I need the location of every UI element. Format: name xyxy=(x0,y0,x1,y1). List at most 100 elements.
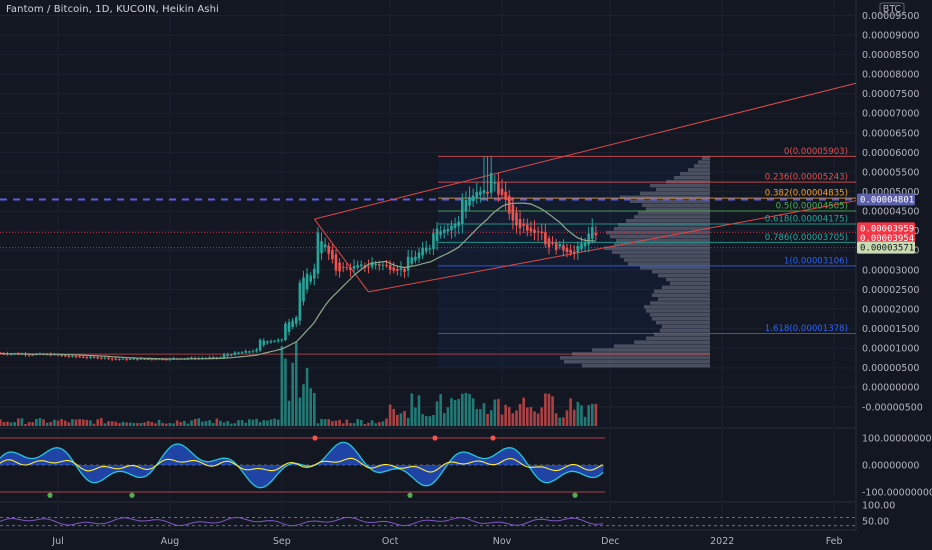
channel-lower xyxy=(368,200,857,293)
candle-body xyxy=(118,359,121,361)
candle-body xyxy=(385,264,388,266)
volume-bar xyxy=(385,418,388,426)
profile-bar xyxy=(610,234,710,239)
volume-bar xyxy=(121,421,125,426)
candle-body xyxy=(136,358,139,360)
osc-dot xyxy=(129,492,135,498)
candle-body xyxy=(493,182,497,184)
volume-bar xyxy=(482,403,486,426)
candle-body xyxy=(587,233,590,245)
candle-body xyxy=(580,243,583,250)
candle-body xyxy=(569,249,572,254)
time-tick-label: Feb xyxy=(826,536,843,547)
volume-bar xyxy=(157,419,161,426)
profile-bar xyxy=(646,207,710,211)
volume-bar xyxy=(276,419,280,426)
candle-body xyxy=(63,355,67,357)
volume-bar xyxy=(551,396,554,426)
candle-body xyxy=(114,358,118,360)
volume-bar xyxy=(569,398,572,426)
candle-body xyxy=(453,224,457,228)
volume-bar xyxy=(24,423,27,426)
candle-body xyxy=(229,354,233,356)
volume-bar xyxy=(305,368,309,426)
volume-bar xyxy=(435,401,439,426)
candle-body xyxy=(562,245,565,251)
volume-bar xyxy=(457,398,461,426)
candle-body xyxy=(74,356,78,358)
volume-bar xyxy=(399,413,403,426)
prev-close-tag xyxy=(857,241,915,254)
time-axis[interactable]: Jul Aug Sep Oct Nov Dec 2022 Feb xyxy=(51,536,842,547)
currency-badge-label: BTC xyxy=(883,4,902,15)
grid xyxy=(0,0,856,530)
price-tick-label: 0.00009000 xyxy=(862,30,919,41)
volume-bar xyxy=(273,418,276,426)
candle-body xyxy=(406,256,410,271)
volume-bar xyxy=(258,421,262,426)
candle-body xyxy=(370,262,374,267)
profile-bar xyxy=(650,313,710,317)
volume-bar xyxy=(515,410,518,426)
candle-body xyxy=(544,232,547,245)
volume-bar xyxy=(219,420,222,426)
candle-body xyxy=(316,232,320,274)
volume-bar xyxy=(554,413,558,426)
prev-close-tag-text: 0.00003571 xyxy=(860,244,914,254)
ma-line xyxy=(0,202,596,360)
volume-bar xyxy=(284,358,287,426)
volume-bar xyxy=(67,422,71,426)
volume-bar xyxy=(540,407,544,426)
volume-bar xyxy=(479,409,482,426)
time-tick-label: 2022 xyxy=(710,536,734,547)
volume-bar xyxy=(439,394,442,426)
candle-body xyxy=(78,356,81,358)
osc-line xyxy=(0,441,604,489)
profile-bar xyxy=(638,211,710,215)
volume-bar xyxy=(38,418,42,426)
candle-body xyxy=(515,212,518,226)
candle-body xyxy=(594,233,598,236)
volume-bar xyxy=(96,419,100,426)
candle-body xyxy=(359,264,363,267)
volume-bar xyxy=(536,413,540,426)
volume-bar xyxy=(125,422,128,426)
profile-bar xyxy=(612,250,710,254)
profile-bar xyxy=(650,301,710,305)
volume-bar xyxy=(204,420,208,426)
profile-bar xyxy=(644,305,710,309)
candle-body xyxy=(338,262,341,272)
candle-body xyxy=(103,357,107,359)
candle-body xyxy=(222,354,226,358)
volume-bar xyxy=(165,423,168,426)
candle-body xyxy=(294,317,298,324)
candle-body xyxy=(392,267,396,271)
volume-bar xyxy=(211,423,215,426)
volume-bar xyxy=(60,419,63,426)
candle-body xyxy=(27,354,31,356)
candle-body xyxy=(146,358,150,360)
time-tick-label: Oct xyxy=(382,536,399,547)
volume-bar xyxy=(128,422,132,426)
profile-bar xyxy=(620,195,710,200)
candle-body xyxy=(526,224,529,231)
candle-body xyxy=(154,359,157,361)
volume-bar xyxy=(359,419,363,426)
volume-bar xyxy=(110,421,114,426)
candle-body xyxy=(424,247,428,252)
volume-bar xyxy=(154,423,157,426)
candle-body xyxy=(374,263,377,265)
candle-body xyxy=(468,196,471,206)
candle-body xyxy=(331,249,334,260)
candle-body xyxy=(125,358,128,360)
candle-body xyxy=(475,191,479,199)
volume-bar xyxy=(432,415,435,426)
osc-tick-label: 0.00000000 xyxy=(862,460,919,471)
candle-body xyxy=(150,358,154,360)
profile-bar xyxy=(670,281,710,286)
volume-bar xyxy=(262,420,266,426)
candle-body xyxy=(414,256,417,261)
volume-bar xyxy=(89,420,92,426)
candle-body xyxy=(190,357,193,359)
